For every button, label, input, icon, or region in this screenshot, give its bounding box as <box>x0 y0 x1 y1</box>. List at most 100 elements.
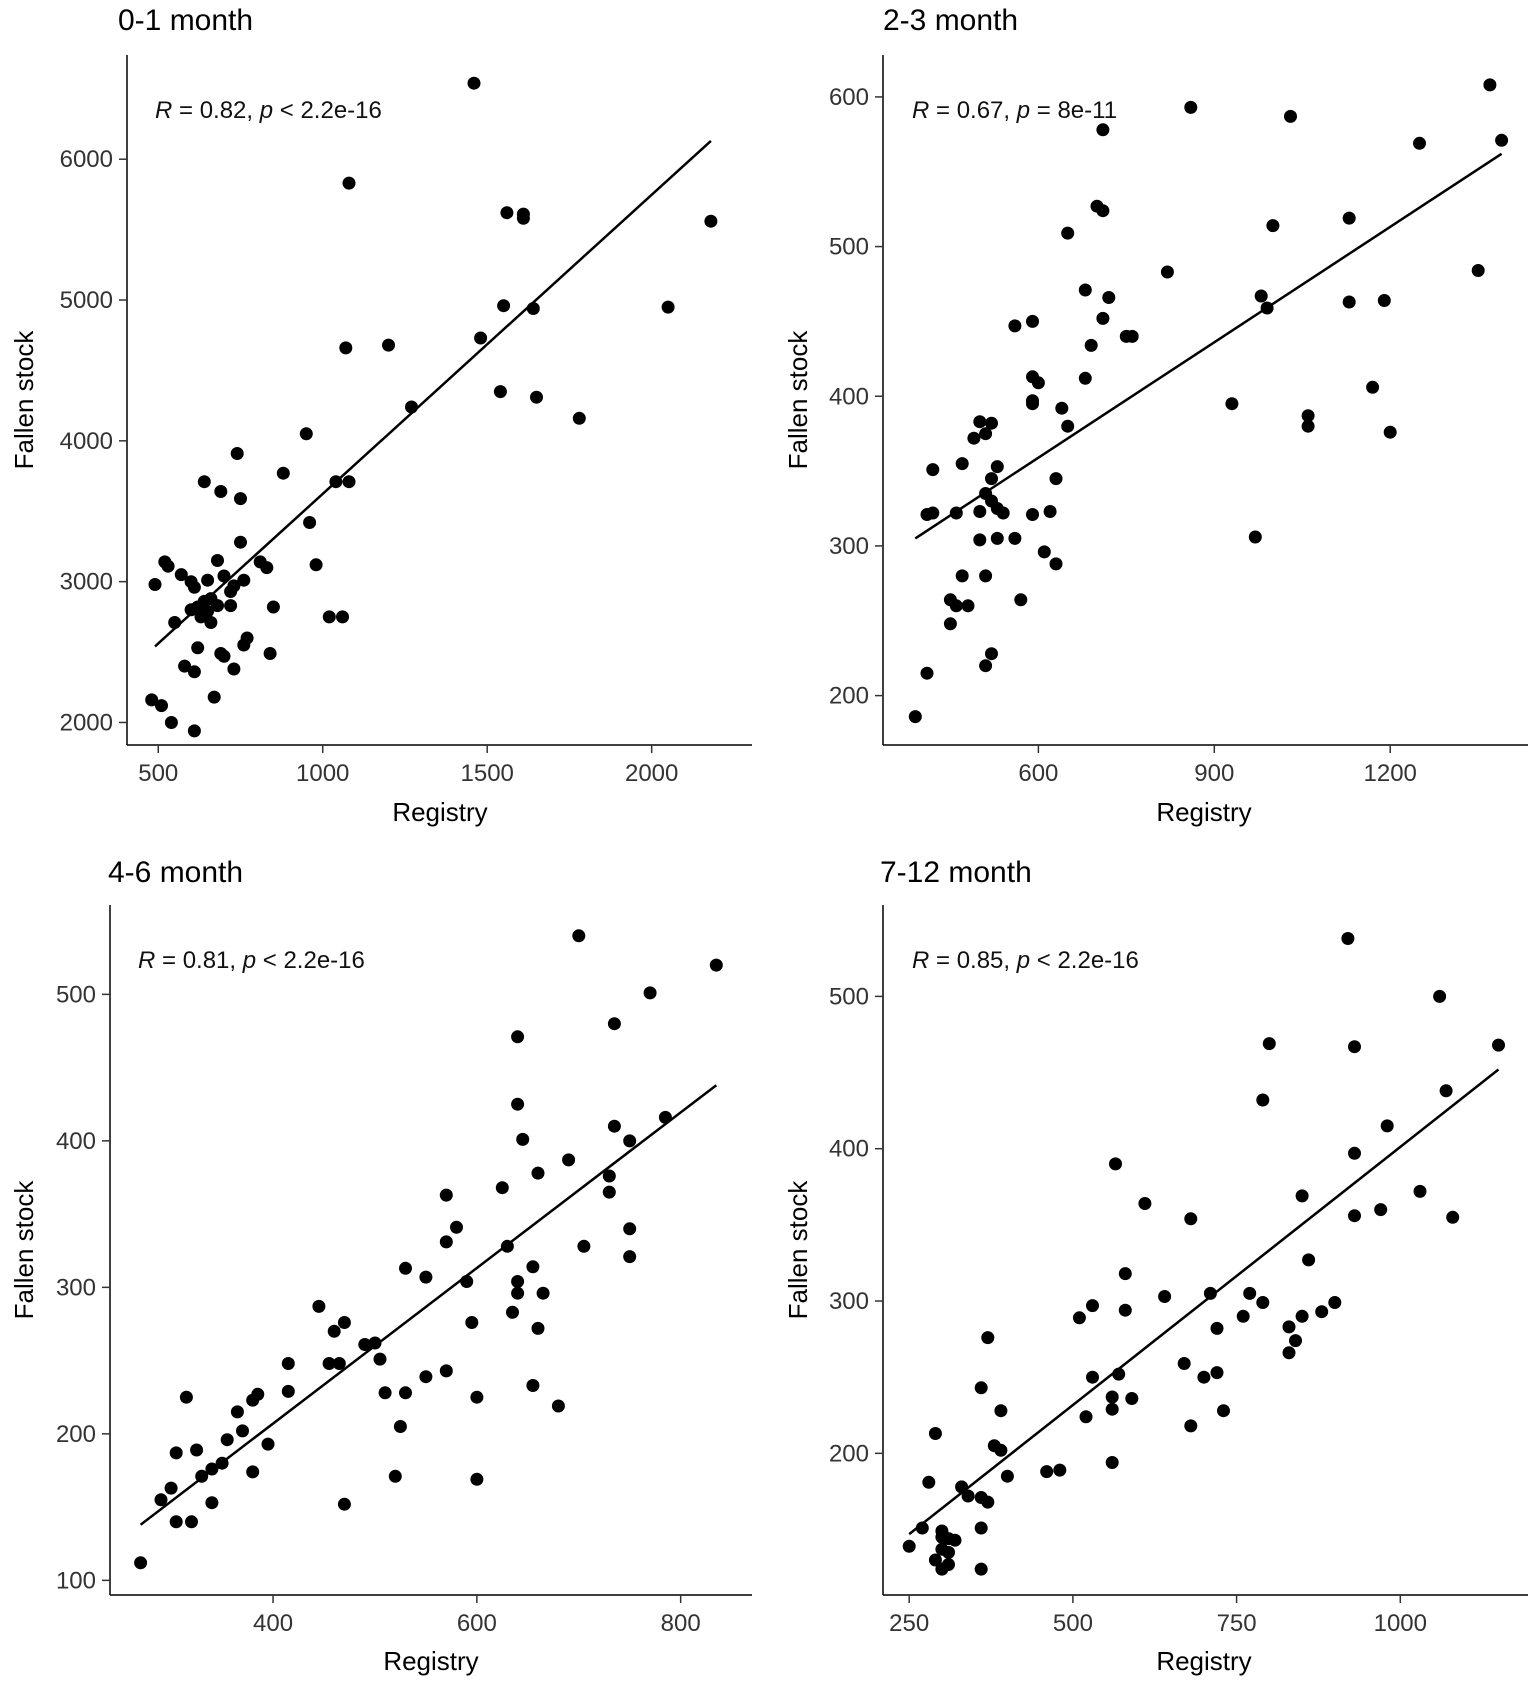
data-point <box>179 1390 193 1404</box>
data-point <box>1177 1357 1191 1370</box>
data-point <box>1483 78 1497 92</box>
data-point <box>281 1384 295 1398</box>
x-tick-label: 600 <box>457 1610 497 1637</box>
data-point <box>1000 1469 1014 1483</box>
data-point <box>1125 329 1139 343</box>
panel-title: 0-1 month <box>118 4 253 37</box>
data-point <box>704 214 718 228</box>
data-point <box>902 1539 916 1553</box>
data-point <box>981 1331 995 1345</box>
panel-2-3-month: 2-3 month R = 0.67, p = 8e-11 Registry F… <box>783 4 1528 827</box>
data-point <box>973 415 987 429</box>
data-point <box>1374 1203 1388 1217</box>
data-point <box>178 659 192 673</box>
y-tick-label: 300 <box>829 1288 869 1315</box>
data-point <box>393 1420 407 1433</box>
data-point <box>1495 133 1509 147</box>
data-point <box>465 1316 479 1329</box>
data-point <box>378 1386 392 1400</box>
data-point <box>260 561 274 575</box>
data-point <box>240 631 254 645</box>
data-point <box>955 569 969 583</box>
data-point <box>562 1153 576 1167</box>
data-point <box>974 1381 988 1395</box>
data-point <box>922 1475 936 1489</box>
data-point <box>419 1270 433 1284</box>
data-point <box>979 427 993 441</box>
data-point <box>1049 472 1063 486</box>
data-point <box>1125 1392 1139 1405</box>
data-point <box>920 666 934 680</box>
data-point <box>572 929 586 943</box>
data-point <box>1049 557 1063 571</box>
data-point <box>709 958 723 972</box>
data-point <box>1096 123 1110 137</box>
data-point <box>1243 1286 1257 1300</box>
data-point <box>623 1222 637 1236</box>
x-axis-title: Registry <box>1156 1646 1251 1676</box>
data-point <box>1210 1366 1224 1380</box>
data-point <box>309 558 323 572</box>
x-tick-label: 500 <box>138 760 178 787</box>
data-point <box>211 599 224 613</box>
plot-area <box>145 76 718 738</box>
data-point <box>511 1275 525 1288</box>
data-point <box>1301 419 1315 433</box>
data-point <box>1348 1040 1361 1054</box>
data-point <box>511 1030 525 1044</box>
x-tick-label: 600 <box>1018 760 1058 787</box>
y-tick-label: 400 <box>829 383 869 410</box>
data-point <box>1377 294 1391 307</box>
data-point <box>1105 1402 1119 1416</box>
data-point <box>1026 314 1039 328</box>
data-point <box>187 665 201 679</box>
data-point <box>205 1496 219 1510</box>
data-point <box>191 641 205 655</box>
data-point <box>236 1424 249 1438</box>
data-point <box>994 1443 1008 1457</box>
data-point <box>531 1321 545 1335</box>
data-point <box>943 617 957 631</box>
regression-line <box>154 139 712 648</box>
x-axis-title: Registry <box>1156 797 1251 827</box>
data-point <box>1040 1465 1054 1479</box>
data-point <box>607 1119 621 1133</box>
data-point <box>536 1286 550 1300</box>
y-tick-label: 6000 <box>60 146 113 173</box>
data-point <box>974 1562 988 1576</box>
data-point <box>399 1261 412 1275</box>
data-point <box>388 1469 402 1483</box>
data-point <box>187 724 201 738</box>
data-point <box>154 1493 168 1507</box>
data-point <box>577 1239 591 1253</box>
data-point <box>1184 1212 1198 1226</box>
data-point <box>399 1386 412 1400</box>
data-point <box>961 1489 975 1503</box>
data-point <box>134 1556 148 1570</box>
data-point <box>1031 376 1045 390</box>
data-point <box>266 600 280 614</box>
x-axis-title: Registry <box>383 1646 478 1676</box>
data-point <box>1096 311 1110 325</box>
data-point <box>327 1324 341 1338</box>
data-point <box>336 610 349 624</box>
data-point <box>928 1427 942 1440</box>
data-point <box>339 341 353 355</box>
panel-title: 4-6 month <box>108 856 243 889</box>
data-point <box>493 385 507 399</box>
data-point <box>299 427 313 441</box>
data-point <box>1203 1286 1217 1300</box>
data-point <box>1061 226 1075 240</box>
data-point <box>185 1515 198 1529</box>
data-point <box>145 693 159 707</box>
y-tick-label: 4000 <box>60 428 113 455</box>
data-point <box>949 599 963 613</box>
data-point <box>204 616 218 629</box>
data-point <box>1086 1370 1099 1384</box>
data-point <box>974 1521 988 1535</box>
plot-area <box>134 929 723 1570</box>
panel-title: 2-3 month <box>883 4 1018 37</box>
data-point <box>1413 1184 1427 1198</box>
y-tick-label: 200 <box>829 683 869 710</box>
panel-0-1-month: 0-1 month R = 0.82, p < 2.2e-16 Registry… <box>9 4 752 827</box>
